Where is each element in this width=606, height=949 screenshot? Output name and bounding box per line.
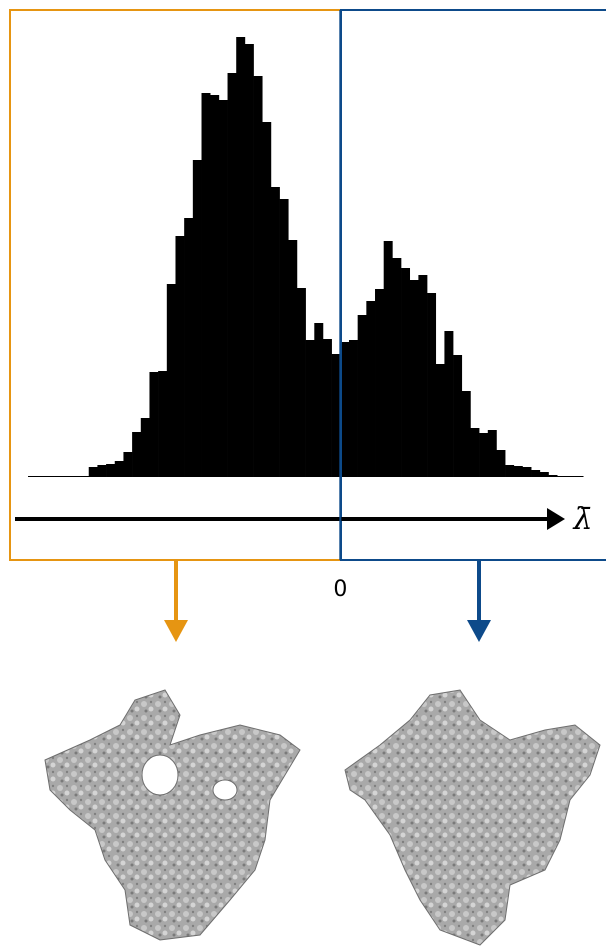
bar bbox=[184, 218, 193, 477]
bar bbox=[28, 476, 37, 477]
bar bbox=[323, 339, 332, 477]
bar bbox=[522, 467, 531, 477]
bar bbox=[63, 476, 72, 477]
bar bbox=[236, 37, 245, 477]
x-tick-label: 0 bbox=[333, 577, 347, 602]
bar bbox=[158, 371, 167, 477]
bar bbox=[375, 289, 384, 477]
bar bbox=[427, 293, 436, 477]
bar bbox=[219, 100, 228, 477]
bar bbox=[514, 466, 523, 477]
bar bbox=[132, 432, 141, 477]
bar bbox=[228, 73, 237, 477]
bar bbox=[410, 280, 419, 477]
bar bbox=[141, 418, 150, 477]
bar bbox=[540, 472, 549, 477]
bar bbox=[254, 76, 263, 477]
blue-arrow bbox=[467, 560, 491, 642]
bar bbox=[288, 240, 297, 477]
bar bbox=[280, 199, 289, 477]
bar bbox=[306, 340, 315, 477]
bar bbox=[262, 122, 271, 477]
bar bbox=[332, 354, 341, 477]
orange-arrow bbox=[164, 560, 188, 642]
figure: λ̄ 0 bbox=[0, 0, 606, 949]
bar bbox=[71, 476, 80, 477]
bar bbox=[496, 450, 505, 477]
bar bbox=[202, 93, 211, 477]
structure-right bbox=[345, 690, 600, 945]
bar bbox=[401, 268, 410, 477]
bar bbox=[453, 355, 462, 477]
bar bbox=[37, 476, 46, 477]
bar bbox=[175, 236, 184, 477]
bar bbox=[106, 464, 115, 477]
bar bbox=[314, 323, 323, 477]
bar bbox=[89, 467, 98, 477]
bar bbox=[358, 315, 367, 477]
bar bbox=[418, 275, 427, 477]
bar bbox=[392, 258, 401, 477]
bar bbox=[167, 284, 176, 477]
bar bbox=[531, 470, 540, 477]
bar bbox=[54, 476, 63, 477]
bar bbox=[366, 301, 375, 477]
bar bbox=[557, 476, 566, 477]
bar bbox=[193, 160, 202, 477]
x-axis-label: λ̄ bbox=[572, 502, 592, 537]
bar bbox=[210, 95, 219, 477]
bar bbox=[384, 241, 393, 477]
bar bbox=[271, 187, 280, 477]
bar bbox=[549, 475, 558, 477]
bar bbox=[115, 461, 124, 477]
bar bbox=[436, 364, 445, 477]
histogram bbox=[28, 37, 584, 477]
bar bbox=[245, 44, 254, 477]
bar bbox=[479, 433, 488, 477]
bar bbox=[149, 372, 158, 477]
bar bbox=[444, 331, 453, 477]
bar bbox=[349, 340, 358, 477]
bar bbox=[97, 465, 106, 477]
bar bbox=[505, 465, 514, 477]
bar bbox=[488, 430, 497, 477]
bar bbox=[566, 476, 575, 477]
right-region-box bbox=[341, 10, 606, 560]
bar bbox=[297, 288, 306, 477]
bar bbox=[462, 391, 471, 477]
bar bbox=[80, 476, 89, 477]
bar bbox=[470, 428, 479, 477]
bar bbox=[45, 476, 54, 477]
bar bbox=[123, 452, 132, 477]
x-axis-arrowhead bbox=[547, 508, 565, 530]
bar bbox=[575, 476, 584, 477]
structure-left bbox=[45, 690, 300, 940]
